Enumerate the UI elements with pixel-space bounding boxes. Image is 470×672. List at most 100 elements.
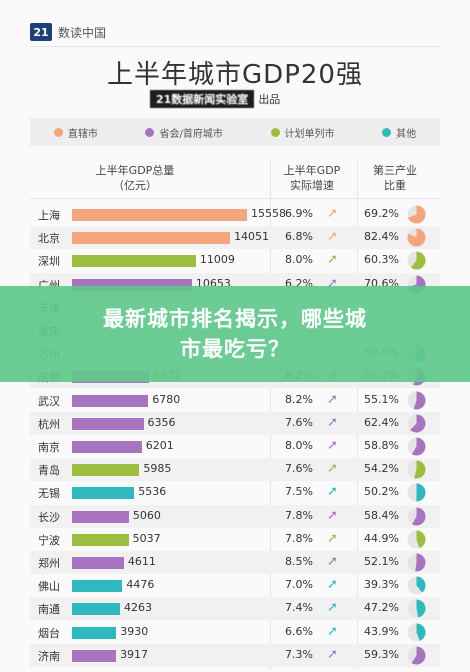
legend-item-municipality: 直辖市 bbox=[53, 125, 98, 140]
column-header-share-text: 第三产业 比重 bbox=[373, 164, 417, 192]
city-label: 杭州 bbox=[38, 417, 60, 431]
share-value: 69.2% bbox=[364, 207, 399, 220]
gdp-value: 15558 bbox=[251, 207, 287, 220]
brand: 21 数读中国 bbox=[30, 22, 106, 42]
share-pie-slice bbox=[411, 507, 426, 526]
gdp-value: 5037 bbox=[132, 531, 161, 545]
growth-value: 8.0% bbox=[285, 439, 313, 452]
growth-value: 7.8% bbox=[285, 531, 313, 545]
city-label: 南京 bbox=[38, 441, 60, 454]
gdp-bar bbox=[72, 441, 142, 453]
table-row: 北京 14051 6.8% ➚ 82.4% bbox=[30, 226, 440, 250]
share-value: 55.1% bbox=[364, 392, 399, 406]
growth-arrow-icon: ➚ bbox=[327, 252, 338, 268]
growth-value: 7.5% bbox=[285, 485, 313, 499]
share-value: 52.1% bbox=[364, 555, 399, 568]
table-row: 南通 4263 7.4% ➚ 47.2% bbox=[30, 597, 440, 621]
growth-arrow-icon: ➚ bbox=[327, 554, 338, 569]
growth-arrow-icon: ➚ bbox=[327, 275, 338, 291]
banner-line-2: 市最吃亏？ bbox=[180, 337, 290, 361]
city-label: 青岛 bbox=[38, 464, 60, 478]
table-row: 无锡 5536 7.5% ➚ 50.2% bbox=[30, 481, 440, 504]
growth-value: 7.3% bbox=[285, 647, 313, 661]
share-pie bbox=[407, 391, 426, 410]
growth-arrow-icon: ➚ bbox=[327, 646, 338, 662]
share-pie bbox=[407, 483, 426, 502]
growth-value: 7.6% bbox=[285, 462, 313, 476]
share-value: 62.4% bbox=[364, 415, 399, 429]
gdp-value: 6780 bbox=[152, 392, 181, 406]
legend-label: 计划单列市 bbox=[284, 128, 335, 140]
share-pie-slice bbox=[411, 437, 426, 456]
growth-arrow-icon: ➚ bbox=[327, 623, 338, 639]
gdp-bar bbox=[72, 487, 135, 500]
growth-value: 8.2% bbox=[285, 392, 313, 406]
header-divider bbox=[30, 46, 440, 47]
legend-dot-icon bbox=[53, 127, 63, 137]
gdp-value: 4476 bbox=[126, 578, 155, 592]
share-pie-slice bbox=[407, 228, 426, 247]
city-label: 烟台 bbox=[38, 626, 60, 640]
table-row: 济南 3917 7.3% ➚ 59.3% bbox=[30, 643, 440, 667]
gdp-value: 4611 bbox=[127, 555, 156, 568]
growth-arrow-icon: ➚ bbox=[327, 507, 338, 523]
legend-dot-icon bbox=[270, 127, 280, 137]
share-pie bbox=[407, 437, 426, 456]
share-value: 39.3% bbox=[364, 578, 399, 592]
share-pie bbox=[407, 251, 426, 270]
gdp-value: 11009 bbox=[199, 253, 235, 267]
gdp-bar bbox=[72, 533, 129, 546]
growth-value: 6.9% bbox=[285, 207, 313, 220]
legend-item-capital: 省会/首府城市 bbox=[145, 125, 223, 140]
city-label: 郑州 bbox=[38, 557, 60, 570]
share-value: 58.8% bbox=[364, 439, 399, 452]
gdp-bar bbox=[72, 557, 124, 569]
city-label: 宁波 bbox=[38, 533, 60, 547]
gdp-value: 4263 bbox=[123, 601, 152, 615]
growth-arrow-icon: ➚ bbox=[327, 577, 338, 593]
table-row: 宁波 5037 7.8% ➚ 44.9% bbox=[30, 528, 440, 551]
gdp-value: 5060 bbox=[132, 508, 161, 522]
share-pie bbox=[407, 599, 426, 618]
table-row: 武汉 6780 8.2% ➚ 55.1% bbox=[30, 389, 440, 412]
city-label: 南通 bbox=[38, 603, 60, 617]
subtitle-badge: 21数据新闻实验室 bbox=[150, 90, 255, 108]
city-label: 武汉 bbox=[38, 394, 60, 408]
gdp-bar bbox=[72, 417, 144, 430]
city-label: 北京 bbox=[38, 232, 60, 246]
share-pie-slice bbox=[410, 414, 426, 433]
table-row: 长沙 5060 7.8% ➚ 58.4% bbox=[30, 504, 440, 528]
city-label: 长沙 bbox=[38, 510, 60, 524]
growth-value: 7.4% bbox=[285, 601, 313, 615]
banner-line-1: 最新城市排名揭示，哪些城 bbox=[103, 307, 367, 331]
share-pie-slice bbox=[413, 391, 426, 410]
share-pie-slice bbox=[411, 646, 426, 665]
gdp-bar bbox=[72, 580, 123, 593]
city-label: 无锡 bbox=[38, 487, 60, 501]
column-header-growth-text: 上半年GDP 实际增速 bbox=[283, 164, 341, 192]
growth-arrow-icon: ➚ bbox=[327, 600, 338, 616]
gdp-bar bbox=[72, 464, 140, 477]
gdp-bar bbox=[72, 603, 120, 616]
share-pie bbox=[407, 553, 426, 572]
growth-arrow-icon: ➚ bbox=[327, 461, 338, 477]
growth-arrow-icon: ➚ bbox=[327, 438, 338, 453]
share-pie bbox=[407, 205, 426, 224]
share-value: 58.4% bbox=[364, 508, 399, 522]
share-pie bbox=[407, 623, 426, 642]
gdp-value: 3917 bbox=[120, 647, 149, 661]
share-pie bbox=[407, 228, 426, 247]
legend-label: 其他 bbox=[396, 128, 417, 140]
overlay-banner: 最新城市排名揭示，哪些城 市最吃亏？ bbox=[0, 286, 470, 382]
growth-value: 7.6% bbox=[285, 415, 313, 429]
table-row: 南京 6201 8.0% ➚ 58.8% bbox=[30, 435, 440, 458]
column-header-share: 第三产业 比重 bbox=[360, 163, 430, 193]
growth-value: 8.0% bbox=[285, 253, 313, 267]
city-label: 深圳 bbox=[38, 255, 60, 269]
city-label: 上海 bbox=[38, 209, 60, 222]
column-header-gdp: 上半年GDP总量 （亿元） bbox=[60, 163, 210, 193]
legend-dot-icon bbox=[145, 127, 155, 137]
gdp-bar bbox=[72, 255, 196, 268]
legend-label: 省会/首府城市 bbox=[159, 128, 223, 140]
share-pie bbox=[407, 507, 426, 526]
